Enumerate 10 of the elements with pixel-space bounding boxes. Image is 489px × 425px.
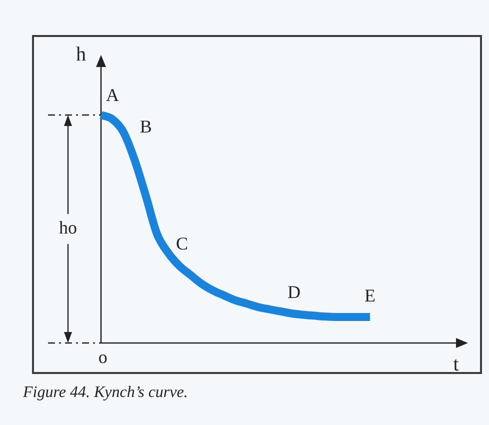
y-axis-title: h — [76, 43, 86, 66]
text: o — [98, 346, 108, 367]
annotation: E — [364, 286, 376, 306]
text: ho — [59, 218, 77, 238]
x-axis-title: t — [453, 353, 460, 376]
text: Figure 44. Kynch’s curve. — [22, 384, 188, 402]
annotation: B — [140, 116, 152, 137]
annotation: A — [106, 84, 119, 105]
annotation: C — [176, 234, 188, 254]
annotation: D — [287, 282, 300, 302]
